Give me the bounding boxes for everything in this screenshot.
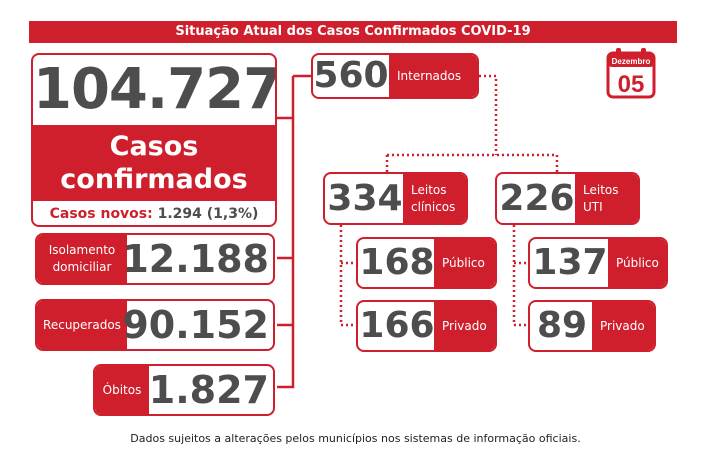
clinical-private-label: Privado [434,302,495,350]
new-cases-label: Casos novos: [49,206,153,222]
icu-beds-card: 226 Leitos UTI [495,172,640,225]
calendar-month: Dezembro [612,57,651,66]
clinical-beds-label: Leitos clínicos [403,174,466,223]
hospitalized-value: 560 [313,55,389,96]
confirmed-label-line2: confirmados [60,164,248,195]
isolation-card: Isolamento domiciliar 12.188 [35,233,275,285]
recovered-card: Recuperados 90.152 [35,299,275,351]
clinical-public-card: 168 Público [356,237,497,289]
icu-beds-label: Leitos UTI [575,174,638,223]
page-title: Situação Atual dos Casos Confirmados COV… [29,21,677,43]
clinical-beds-value: 334 [327,178,403,219]
calendar-icon: Dezembro 05 [606,47,656,99]
icu-beds-label-line2: UTI [583,199,603,214]
new-cases-value: 1.294 (1,3%) [157,206,259,222]
clinical-public-value: 168 [359,242,435,283]
clinical-private-value: 166 [359,305,435,346]
clinical-private-card: 166 Privado [356,300,497,352]
calendar-day: 05 [618,71,645,98]
isolation-label: Isolamento domiciliar [37,235,127,283]
recovered-value: 90.152 [122,303,269,347]
icu-beds-label-line1: Leitos [583,182,619,197]
icu-public-label: Público [608,239,666,287]
deaths-label: Óbitos [95,366,149,414]
deaths-card: Óbitos 1.827 [93,364,275,416]
clinical-beds-label-line1: Leitos [411,182,447,197]
isolation-label-line2: domiciliar [52,260,112,274]
isolation-label-line1: Isolamento [48,243,116,257]
icu-public-card: 137 Público [528,237,668,289]
icu-private-card: 89 Privado [528,300,656,352]
isolation-value: 12.188 [122,237,269,281]
clinical-beds-label-line2: clínicos [411,199,456,214]
icu-private-value: 89 [536,305,588,346]
clinical-beds-card: 334 Leitos clínicos [323,172,468,225]
hospitalized-card: 560 Internados [311,53,479,99]
hospitalized-label: Internados [389,55,477,97]
confirmed-cases-card: 104.727 Casos confirmados Casos novos: 1… [31,53,277,227]
new-cases: Casos novos: 1.294 (1,3%) [33,201,275,225]
clinical-public-label: Público [434,239,495,287]
confirmed-label: Casos confirmados [33,125,275,201]
recovered-label: Recuperados [37,301,127,349]
icu-private-label: Privado [592,302,654,350]
footer-note: Dados sujeitos a alterações pelos municí… [130,432,581,445]
deaths-value: 1.827 [148,368,269,412]
icu-beds-value: 226 [499,178,575,219]
confirmed-label-line1: Casos [109,131,199,162]
icu-public-value: 137 [532,242,608,283]
confirmed-total: 104.727 [33,57,277,122]
